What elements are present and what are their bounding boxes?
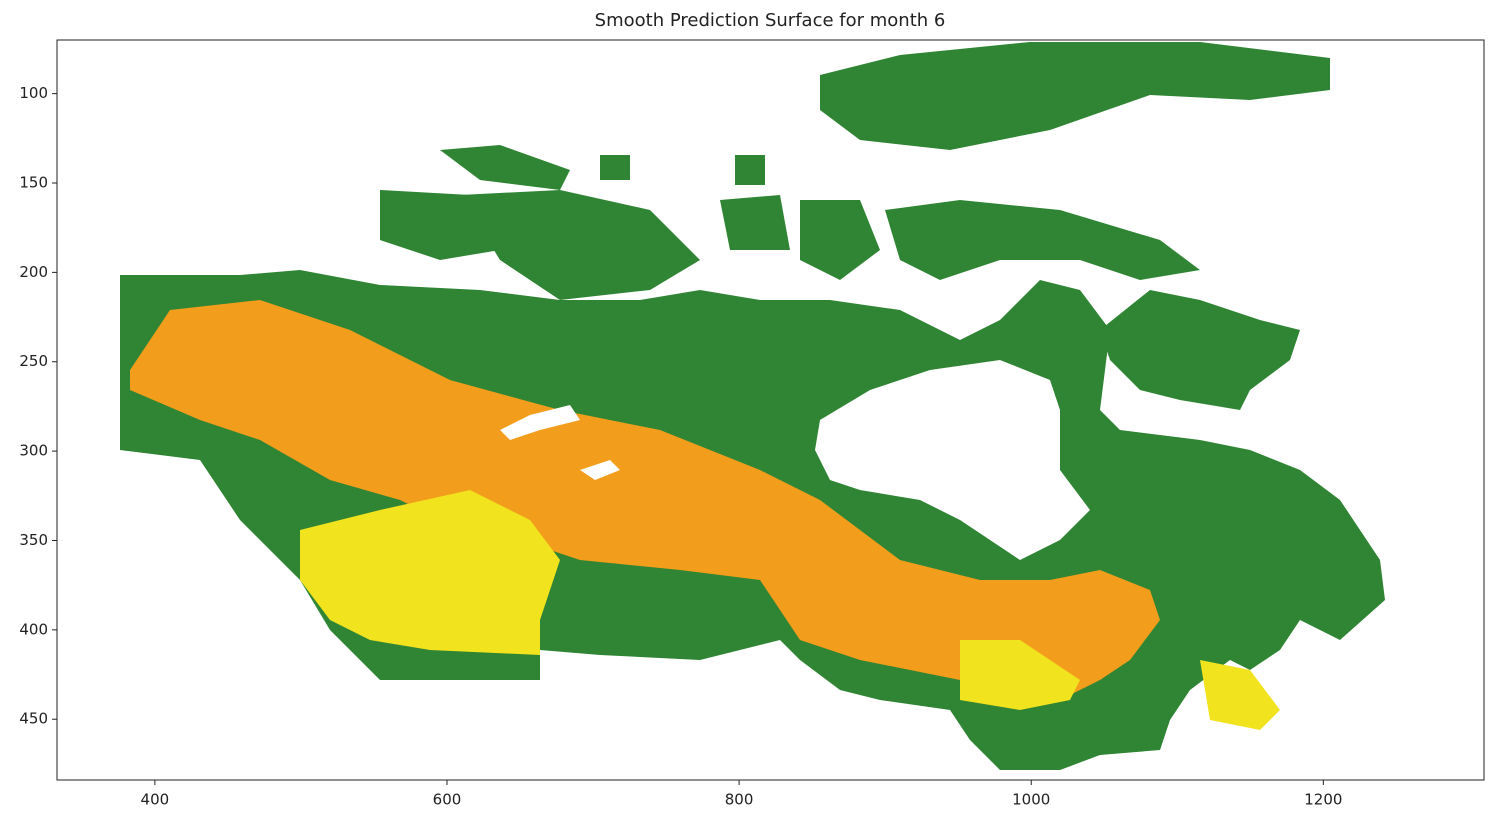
y-tick-label: 250: [19, 352, 48, 370]
chart-title: Smooth Prediction Surface for month 6: [595, 10, 946, 31]
y-tick-label: 400: [19, 620, 48, 638]
plot-frame: [56, 39, 1485, 781]
map-surface: [120, 42, 1385, 770]
x-tick-label: 800: [725, 791, 754, 809]
x-tick-label: 400: [141, 791, 170, 809]
y-tick-label: 300: [19, 442, 48, 460]
y-tick-label: 200: [19, 263, 48, 281]
x-tick-label: 1000: [1012, 791, 1050, 809]
x-tick-label: 600: [433, 791, 462, 809]
x-tick-label: 1200: [1304, 791, 1342, 809]
y-tick-label: 100: [19, 84, 48, 102]
y-tick-label: 150: [19, 173, 48, 191]
y-tick-label: 350: [19, 531, 48, 549]
y-tick-label: 450: [19, 710, 48, 728]
